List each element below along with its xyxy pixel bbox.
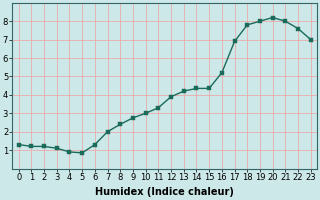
X-axis label: Humidex (Indice chaleur): Humidex (Indice chaleur) xyxy=(95,187,234,197)
